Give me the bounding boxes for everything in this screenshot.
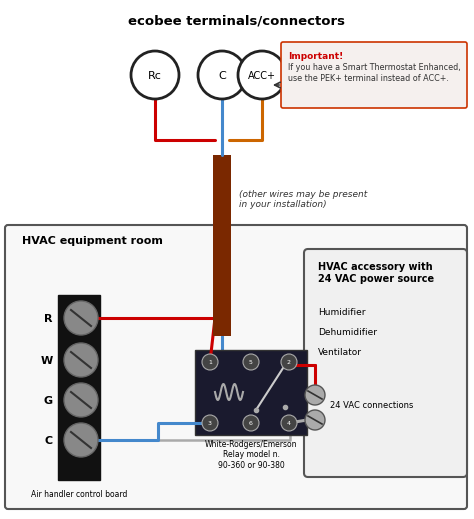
Circle shape [131, 51, 179, 99]
Text: 24 VAC connections: 24 VAC connections [330, 401, 413, 409]
Text: G: G [44, 396, 53, 406]
Bar [195, 350, 307, 435]
Circle shape [202, 354, 218, 370]
Text: HVAC equipment room: HVAC equipment room [22, 236, 163, 246]
Text: 4: 4 [287, 421, 291, 426]
Circle shape [202, 415, 218, 431]
Text: use the PEK+ terminal instead of ACC+.: use the PEK+ terminal instead of ACC+. [288, 74, 449, 83]
Circle shape [64, 301, 98, 335]
Circle shape [305, 385, 325, 405]
Text: 2: 2 [287, 360, 291, 365]
Text: HVAC accessory with
24 VAC power source: HVAC accessory with 24 VAC power source [318, 262, 434, 283]
Circle shape [305, 410, 325, 430]
Text: C: C [45, 436, 53, 446]
Text: (other wires may be present
in your installation): (other wires may be present in your inst… [239, 190, 367, 209]
Text: ACC+: ACC+ [248, 71, 276, 81]
Text: White-Rodgers/Emerson
Relay model n.
90-360 or 90-380: White-Rodgers/Emerson Relay model n. 90-… [205, 440, 297, 470]
Text: 1: 1 [208, 360, 212, 365]
Text: 5: 5 [249, 360, 253, 365]
Circle shape [198, 51, 246, 99]
Text: ecobee terminals/connectors: ecobee terminals/connectors [128, 14, 346, 27]
Text: 6: 6 [249, 421, 253, 426]
Text: Ventilator: Ventilator [318, 348, 362, 357]
Bar [213, 226, 231, 336]
Circle shape [243, 354, 259, 370]
Circle shape [281, 354, 297, 370]
FancyBboxPatch shape [281, 42, 467, 108]
Text: If you have a Smart Thermostat Enhanced,: If you have a Smart Thermostat Enhanced, [288, 63, 461, 72]
FancyBboxPatch shape [5, 225, 467, 509]
Text: Important!: Important! [288, 52, 343, 61]
Text: W: W [41, 356, 53, 366]
Text: C: C [218, 71, 226, 81]
Circle shape [281, 415, 297, 431]
Circle shape [64, 423, 98, 457]
Bar [58, 295, 100, 480]
Bar [213, 155, 231, 310]
Text: Humidifier: Humidifier [318, 308, 365, 317]
Circle shape [64, 343, 98, 377]
Circle shape [243, 415, 259, 431]
Text: Air handler control board: Air handler control board [31, 490, 127, 499]
Text: Rc: Rc [148, 71, 162, 81]
FancyBboxPatch shape [304, 249, 467, 477]
Text: R: R [45, 314, 53, 324]
Circle shape [238, 51, 286, 99]
Text: Dehumidifier: Dehumidifier [318, 328, 377, 337]
Text: 3: 3 [208, 421, 212, 426]
Circle shape [64, 383, 98, 417]
